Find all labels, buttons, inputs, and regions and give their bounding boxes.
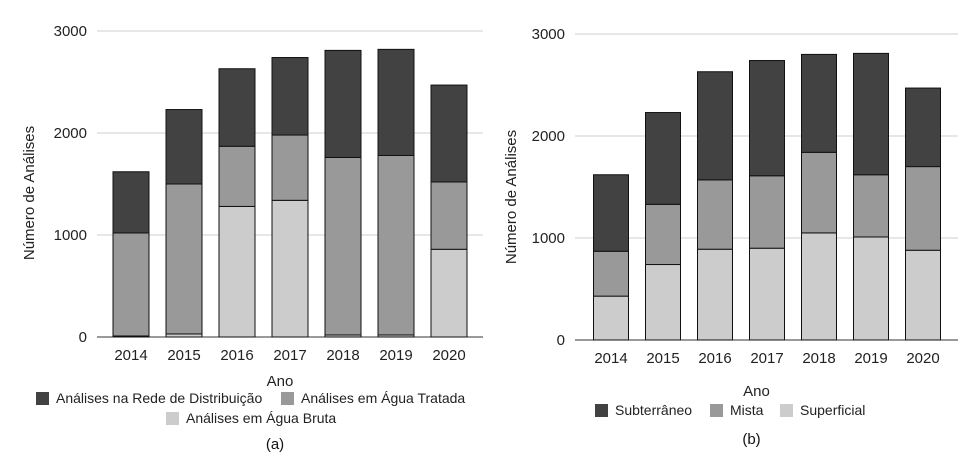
x-tick-label: 2015 [646, 350, 679, 367]
legend-label: Análises em Água Bruta [186, 410, 336, 426]
legend-swatch [36, 392, 49, 405]
y-tick-label: 1000 [532, 230, 565, 247]
x-tick-label: 2017 [273, 347, 306, 364]
bar-segment [593, 295, 629, 341]
bar-segment [801, 53, 837, 153]
y-tick-label: 2000 [532, 128, 565, 145]
legend-swatch [780, 404, 793, 417]
bar-segment [377, 154, 415, 336]
x-tick-label: 2016 [220, 347, 253, 364]
bar-segment [645, 264, 681, 341]
bar-segment [905, 166, 941, 251]
bar-segment [593, 250, 629, 297]
y-axis-title: Número de Análises [21, 126, 38, 260]
bar-segment [430, 181, 468, 250]
bar-segment [112, 171, 150, 234]
bar-segment [218, 68, 256, 147]
bar-segment [593, 174, 629, 252]
y-tick-label: 0 [557, 332, 565, 349]
x-tick-label: 2019 [854, 350, 887, 367]
x-tick-label: 2020 [906, 350, 939, 367]
bar-segment [853, 174, 889, 238]
legend-label: Mista [730, 402, 764, 418]
bar-segment [112, 232, 150, 337]
bar-segment [271, 134, 309, 201]
legend-label: Superficial [800, 402, 865, 418]
x-tick-label: 2020 [432, 347, 465, 364]
y-axis-title: Número de Análises [503, 130, 520, 264]
bar-segment [905, 87, 941, 168]
bar-segment [218, 145, 256, 207]
bar-segment [645, 112, 681, 205]
bar-segment [697, 179, 733, 250]
bar-segment [801, 232, 837, 341]
x-tick-label: 2017 [750, 350, 783, 367]
legend-label: Análises na Rede de Distribuição [56, 390, 262, 406]
legend-swatch [595, 404, 608, 417]
bar-segment [377, 48, 415, 156]
x-tick-label: 2018 [326, 347, 359, 364]
chart-panel-b: 0 1000 2000 3000 2014 2015 2016 2017 2018 2019 202… [503, 26, 958, 448]
x-tick-label: 2014 [114, 347, 147, 364]
bar-segment [853, 52, 889, 176]
bar-segment [218, 205, 256, 338]
bar-segment [324, 156, 362, 336]
bar-segment [430, 248, 468, 338]
y-tick-label: 2000 [54, 125, 87, 142]
x-tick-label: 2014 [594, 350, 627, 367]
bar-segment [165, 183, 203, 335]
bar-segment [165, 109, 203, 185]
legend: Análises na Rede de Distribuição Análises… [36, 390, 465, 426]
legend: Subterrâneo Mista Superficial [595, 402, 865, 418]
bar-segment [749, 60, 785, 177]
bar-segment [324, 49, 362, 158]
legend-swatch [281, 392, 294, 405]
bar-segment [749, 175, 785, 249]
legend-label: Análises em Água Tratada [301, 390, 465, 406]
x-tick-label: 2015 [167, 347, 200, 364]
x-axis-title: Ano [743, 383, 770, 400]
legend-swatch [710, 404, 723, 417]
chart-panel-a: 0 1000 2000 3000 2014 2015 2016 2017 2018 2019 202… [21, 23, 483, 453]
panel-label: (b) [742, 431, 760, 448]
x-axis-title: Ano [267, 373, 294, 390]
bar-segment [271, 199, 309, 338]
bar-segment [645, 203, 681, 266]
bar-segment [697, 248, 733, 341]
y-tick-label: 3000 [532, 26, 565, 43]
y-tick-label: 1000 [54, 227, 87, 244]
bar-segment [271, 57, 309, 136]
legend-label: Subterrâneo [615, 402, 692, 418]
x-tick-label: 2019 [379, 347, 412, 364]
y-tick-label: 0 [79, 329, 87, 346]
bar-segment [749, 247, 785, 341]
y-tick-label: 3000 [54, 23, 87, 40]
bar-segment [905, 249, 941, 341]
x-tick-label: 2016 [698, 350, 731, 367]
x-tick-label: 2018 [802, 350, 835, 367]
bar-segment [697, 71, 733, 181]
panel-label: (a) [266, 436, 284, 453]
bar-segment [853, 236, 889, 341]
bar-segment [801, 151, 837, 234]
bar-segment [430, 84, 468, 183]
legend-swatch [166, 412, 179, 425]
